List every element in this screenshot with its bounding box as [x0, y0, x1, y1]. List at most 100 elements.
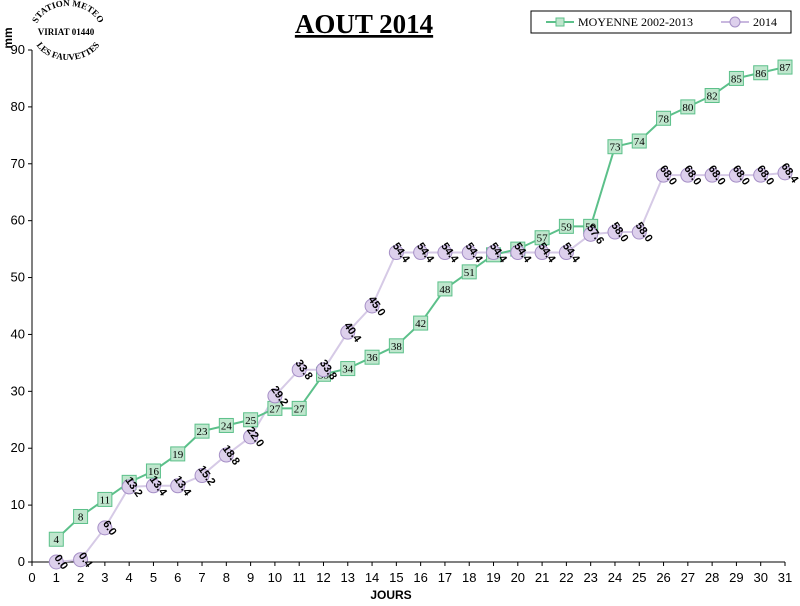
moyenne-point	[48, 531, 64, 547]
x-tick-label: 25	[632, 570, 646, 585]
series-2014-point	[267, 388, 283, 404]
moyenne-point	[413, 315, 429, 331]
x-tick-label: 11	[292, 570, 306, 585]
series-2014-point	[777, 165, 793, 181]
chart-title: AOUT 2014	[295, 9, 433, 39]
series-2014-point	[607, 224, 623, 240]
x-axis-label: JOURS	[370, 588, 411, 602]
x-tick-label: 6	[174, 570, 181, 585]
y-tick-label: 70	[11, 156, 25, 171]
x-tick-label: 3	[101, 570, 108, 585]
series-2014-point	[486, 245, 502, 261]
x-tick-label: 28	[705, 570, 719, 585]
legend-box	[530, 10, 792, 34]
series-2014-point	[73, 552, 89, 568]
y-tick-label: 20	[11, 440, 25, 455]
x-tick-label: 5	[150, 570, 157, 585]
moyenne-point	[243, 412, 259, 428]
series-2014-point	[680, 167, 696, 183]
moyenne-data-label: 74	[634, 136, 646, 148]
x-tick-label: 2	[77, 570, 84, 585]
moyenne-data-label: 27	[269, 403, 281, 415]
moyenne-data-label: 27	[294, 403, 306, 415]
series-2014-point	[583, 226, 599, 242]
series-2014-point	[364, 298, 380, 314]
series-2014-point	[704, 167, 720, 183]
x-tick-label: 22	[559, 570, 573, 585]
logo-line-1: STATION METEO	[30, 0, 106, 24]
series-2014-point	[340, 324, 356, 340]
legend-marker-series-2	[729, 16, 741, 28]
series-2014-point	[437, 245, 453, 261]
x-tick-label: 27	[681, 570, 695, 585]
moyenne-point	[777, 59, 793, 75]
x-tick-label: 31	[778, 570, 792, 585]
series-2014-point	[170, 478, 186, 494]
series-layer: 4811141619232425272733343638424851545557…	[48, 59, 800, 572]
y-tick-label: 40	[11, 326, 25, 341]
series-2014-point	[728, 167, 744, 183]
moyenne-data-label: 80	[682, 102, 694, 114]
x-tick-label: 17	[438, 570, 452, 585]
moyenne-data-label: 11	[100, 494, 111, 506]
series-2014-point	[413, 245, 429, 261]
series-2014-point	[510, 245, 526, 261]
y-axis-label: mm	[1, 27, 15, 48]
y-tick-label: 30	[11, 383, 25, 398]
moyenne-data-label: 4	[54, 534, 60, 546]
series-2014-point	[218, 447, 234, 463]
moyenne-data-label: 8	[78, 511, 84, 523]
x-tick-label: 9	[247, 570, 254, 585]
moyenne-data-label: 16	[148, 466, 160, 478]
moyenne-point	[73, 508, 89, 524]
moyenne-data-label: 85	[731, 73, 743, 85]
station-logo: STATION METEO VIRIAT 01440 LES FAUVETTES	[30, 0, 106, 62]
moyenne-point	[753, 65, 769, 81]
x-tick-label: 12	[316, 570, 330, 585]
moyenne-data-label: 38	[391, 341, 403, 353]
x-tick-label: 29	[729, 570, 743, 585]
moyenne-data-label: 19	[172, 449, 184, 461]
legend-label-series-1: MOYENNE 2002-2013	[578, 15, 693, 29]
x-tick-label: 0	[28, 570, 35, 585]
moyenne-point	[534, 230, 550, 246]
y-tick-label: 50	[11, 270, 25, 285]
moyenne-point	[218, 417, 234, 433]
series-2014-point	[631, 224, 647, 240]
moyenne-data-label: 23	[197, 426, 209, 438]
moyenne-data-label: 57	[537, 233, 549, 245]
moyenne-point	[656, 110, 672, 126]
x-tick-label: 16	[413, 570, 427, 585]
moyenne-data-label: 34	[342, 364, 354, 376]
moyenne-data-label: 82	[707, 91, 718, 103]
series-2014-point	[97, 520, 113, 536]
series-2014-point	[121, 479, 137, 495]
series-2014-point	[388, 245, 404, 261]
y-tick-label: 90	[11, 42, 25, 57]
moyenne-point	[704, 88, 720, 104]
moyenne-point	[291, 400, 307, 416]
series-2014-point	[315, 362, 331, 378]
moyenne-point	[340, 361, 356, 377]
series-2014-point	[558, 245, 574, 261]
series-2014-point	[534, 245, 550, 261]
y-tick-label: 10	[11, 497, 25, 512]
moyenne-data-label: 78	[658, 113, 670, 125]
moyenne-point	[680, 99, 696, 115]
moyenne-data-label: 73	[609, 142, 621, 154]
x-tick-label: 20	[511, 570, 525, 585]
y-tick-label: 80	[11, 99, 25, 114]
moyenne-point	[631, 133, 647, 149]
legend-label-series-2: 2014	[753, 15, 777, 29]
legend: MOYENNE 2002-2013 2014	[530, 10, 792, 34]
series-2014-point	[194, 468, 210, 484]
moyenne-point	[607, 139, 623, 155]
x-tick-label: 1	[53, 570, 60, 585]
x-tick-label: 21	[535, 570, 549, 585]
moyenne-data-label: 86	[755, 68, 767, 80]
x-tick-label: 24	[608, 570, 622, 585]
moyenne-point	[728, 70, 744, 86]
moyenne-point	[388, 338, 404, 354]
x-tick-label: 30	[753, 570, 767, 585]
series-2014-point	[753, 167, 769, 183]
